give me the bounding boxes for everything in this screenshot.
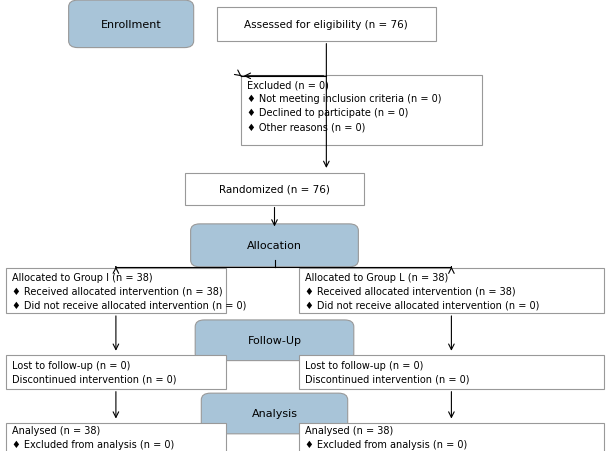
FancyBboxPatch shape bbox=[190, 225, 359, 267]
Text: Randomized (n = 76): Randomized (n = 76) bbox=[219, 184, 330, 194]
Text: Lost to follow-up (n = 0)
Discontinued intervention (n = 0): Lost to follow-up (n = 0) Discontinued i… bbox=[305, 360, 470, 384]
FancyBboxPatch shape bbox=[6, 423, 226, 451]
Text: Enrollment: Enrollment bbox=[101, 20, 162, 30]
FancyBboxPatch shape bbox=[195, 320, 354, 361]
Text: Assessed for eligibility (n = 76): Assessed for eligibility (n = 76) bbox=[245, 20, 408, 30]
Text: Allocated to Group L (n = 38)
♦ Received allocated intervention (n = 38)
♦ Did n: Allocated to Group L (n = 38) ♦ Received… bbox=[305, 272, 539, 310]
FancyBboxPatch shape bbox=[299, 268, 604, 313]
Text: Analysis: Analysis bbox=[251, 409, 298, 419]
FancyBboxPatch shape bbox=[241, 75, 482, 145]
Text: Follow-Up: Follow-Up bbox=[248, 336, 301, 345]
FancyBboxPatch shape bbox=[184, 174, 364, 205]
Text: Analysed (n = 38)
♦ Excluded from analysis (n = 0): Analysed (n = 38) ♦ Excluded from analys… bbox=[305, 425, 467, 450]
Text: Allocation: Allocation bbox=[247, 241, 302, 251]
FancyBboxPatch shape bbox=[6, 268, 226, 313]
FancyBboxPatch shape bbox=[6, 355, 226, 389]
FancyBboxPatch shape bbox=[201, 393, 348, 434]
FancyBboxPatch shape bbox=[68, 1, 194, 49]
Text: Allocated to Group I (n = 38)
♦ Received allocated intervention (n = 38)
♦ Did n: Allocated to Group I (n = 38) ♦ Received… bbox=[12, 272, 246, 310]
FancyBboxPatch shape bbox=[217, 8, 436, 41]
Text: Analysed (n = 38)
♦ Excluded from analysis (n = 0): Analysed (n = 38) ♦ Excluded from analys… bbox=[12, 425, 174, 450]
FancyBboxPatch shape bbox=[299, 355, 604, 389]
Text: Excluded (n = 0)
♦ Not meeting inclusion criteria (n = 0)
♦ Declined to particip: Excluded (n = 0) ♦ Not meeting inclusion… bbox=[247, 80, 442, 132]
Text: Lost to follow-up (n = 0)
Discontinued intervention (n = 0): Lost to follow-up (n = 0) Discontinued i… bbox=[12, 360, 177, 384]
FancyBboxPatch shape bbox=[299, 423, 604, 451]
